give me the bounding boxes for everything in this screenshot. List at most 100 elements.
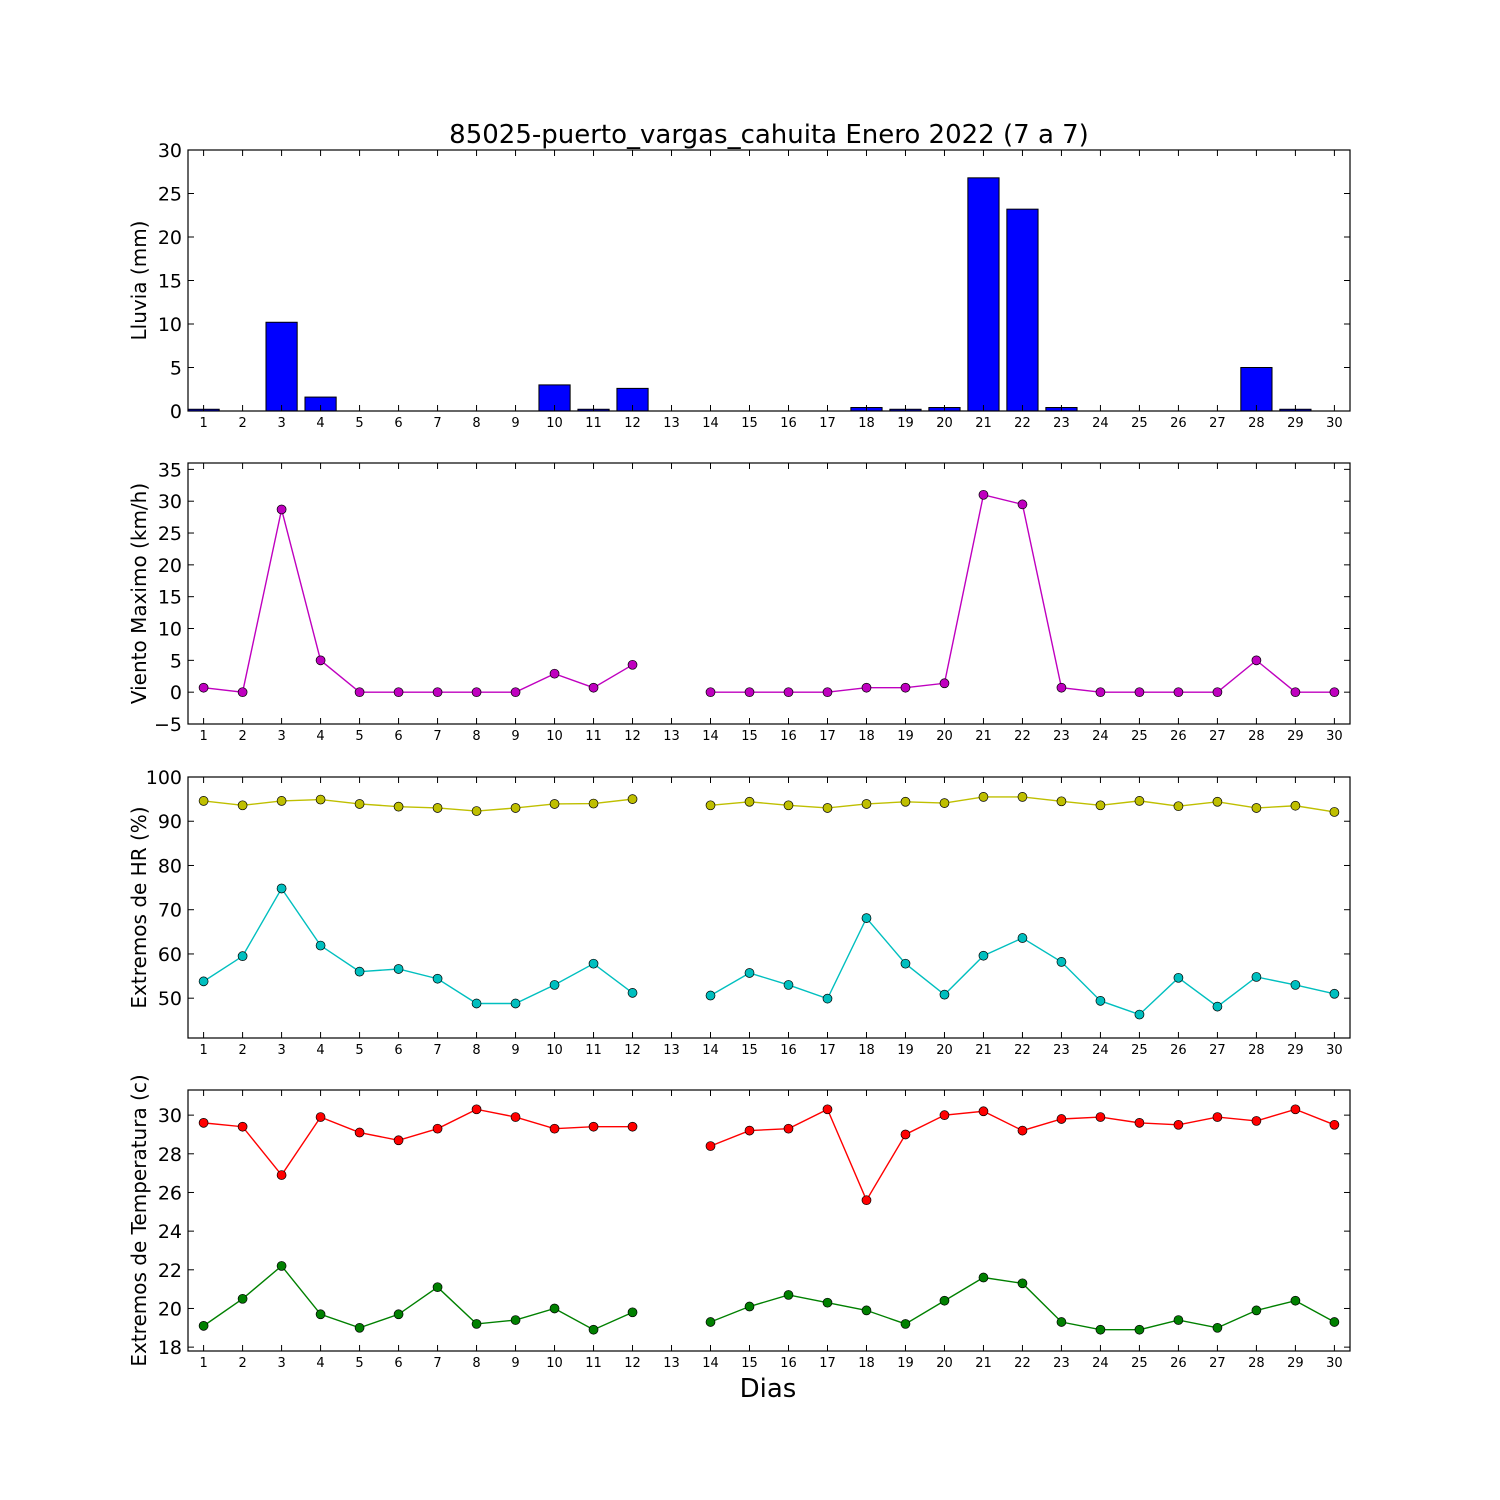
x-tick-label: 3 <box>277 729 285 744</box>
x-tick-label: 6 <box>394 729 402 744</box>
series-1-point-day-23 <box>1056 1114 1067 1124</box>
x-tick-label: 29 <box>1287 1356 1304 1371</box>
x-tick-label: 7 <box>433 1356 441 1371</box>
x-tick-label: 28 <box>1248 416 1265 431</box>
series-2-point-day-21 <box>978 1272 989 1283</box>
x-tick-label: 10 <box>546 729 563 744</box>
x-tick-label: 21 <box>975 729 992 744</box>
series-1-point-day-19 <box>900 796 911 807</box>
x-tick-label: 2 <box>238 1356 246 1371</box>
x-tick-label: 23 <box>1053 1356 1070 1371</box>
x-tick-label: 25 <box>1131 1043 1148 1058</box>
y-tick-label: −5 <box>154 714 182 736</box>
series-1-line-1 <box>203 1108 633 1177</box>
series-1-point-day-25 <box>1134 687 1145 698</box>
series-2-point-day-2 <box>237 1293 248 1304</box>
y-tick-label: 25 <box>158 523 182 545</box>
x-tick-label: 27 <box>1209 729 1226 744</box>
series-1-point-day-30 <box>1329 687 1340 698</box>
series-1-point-day-20 <box>939 678 950 689</box>
series-1-point-day-23 <box>1056 796 1067 807</box>
x-axis-label: Dias <box>740 1374 797 1404</box>
y-tick-label: 15 <box>158 587 182 609</box>
series-2-point-day-22 <box>1017 1278 1028 1289</box>
series-1-point-day-1 <box>198 796 209 806</box>
series-1-point-day-17 <box>822 803 833 813</box>
series-2-point-day-8 <box>471 1319 482 1329</box>
bar-day-22 <box>1006 208 1039 412</box>
series-1-point-day-29 <box>1290 687 1301 698</box>
x-tick-label: 5 <box>355 1356 363 1371</box>
series-1-point-day-18 <box>861 682 872 693</box>
series-2-point-day-15 <box>744 1301 755 1312</box>
y-tick-label: 22 <box>158 1260 182 1282</box>
series-1-point-day-1 <box>198 1118 209 1128</box>
series-1-point-day-12 <box>627 1121 638 1132</box>
series-2-point-day-2 <box>237 951 248 962</box>
series-1-point-day-15 <box>744 796 755 807</box>
series-1-point-day-15 <box>744 687 755 698</box>
x-tick-label: 9 <box>511 1043 519 1058</box>
series-2-point-day-1 <box>198 976 209 987</box>
series-1-point-day-28 <box>1251 655 1262 666</box>
series-2-point-day-10 <box>549 1303 560 1314</box>
series-1-point-day-9 <box>510 803 521 813</box>
y-tick-label: 50 <box>158 988 182 1010</box>
x-tick-label: 18 <box>858 729 875 744</box>
series-1-point-day-22 <box>1017 1125 1028 1136</box>
series-2-point-day-18 <box>861 913 872 923</box>
panel-frame <box>187 462 1351 725</box>
series-2-point-day-24 <box>1095 995 1106 1006</box>
series-1-line-2 <box>710 1108 1335 1202</box>
x-tick-label: 16 <box>780 729 797 744</box>
x-tick-label: 22 <box>1014 1356 1031 1371</box>
x-tick-label: 1 <box>199 416 207 431</box>
series-2-point-day-5 <box>354 966 365 977</box>
y-axis-label: Extremos de HR (%) <box>127 806 151 1008</box>
series-2-point-day-20 <box>939 989 950 1000</box>
series-2-point-day-19 <box>900 958 911 969</box>
series-2-point-day-9 <box>510 998 521 1009</box>
series-1-point-day-7 <box>432 687 443 698</box>
x-tick-label: 2 <box>238 416 246 431</box>
series-1-point-day-23 <box>1056 682 1067 693</box>
series-2-point-day-23 <box>1056 957 1067 967</box>
series-1-line-2 <box>710 493 1335 693</box>
x-tick-label: 24 <box>1092 416 1109 431</box>
series-1-point-day-12 <box>627 659 638 670</box>
x-tick-label: 1 <box>199 1356 207 1371</box>
x-tick-label: 14 <box>702 729 719 744</box>
series-1-point-day-21 <box>978 489 989 500</box>
series-1-point-day-3 <box>276 504 287 515</box>
series-2-point-day-14 <box>705 1317 716 1327</box>
x-tick-label: 21 <box>975 1043 992 1058</box>
x-tick-label: 30 <box>1326 416 1343 431</box>
series-1-point-day-25 <box>1134 1118 1145 1128</box>
x-tick-label: 21 <box>975 1356 992 1371</box>
y-axis-label: Lluvia (mm) <box>127 221 151 341</box>
series-1-point-day-6 <box>393 1135 404 1146</box>
series-1-point-day-27 <box>1212 687 1223 698</box>
x-tick-label: 22 <box>1014 1043 1031 1058</box>
x-tick-label: 15 <box>741 729 758 744</box>
y-axis-label: Extremos de Temperatura (c) <box>127 1074 151 1366</box>
x-tick-label: 26 <box>1170 729 1187 744</box>
series-1-point-day-18 <box>861 799 872 809</box>
y-tick-label: 26 <box>158 1182 182 1204</box>
x-tick-label: 2 <box>238 729 246 744</box>
series-2-point-day-18 <box>861 1305 872 1316</box>
panel-frame <box>187 149 1351 412</box>
y-tick-label: 18 <box>158 1337 182 1359</box>
series-2-point-day-4 <box>315 940 326 951</box>
series-1-point-day-11 <box>588 682 599 693</box>
series-2-point-day-27 <box>1212 1322 1223 1333</box>
x-tick-label: 12 <box>624 729 641 744</box>
x-tick-label: 19 <box>897 1356 914 1371</box>
series-1-point-day-20 <box>939 798 950 808</box>
x-tick-label: 11 <box>585 416 602 431</box>
x-tick-label: 28 <box>1248 1356 1265 1371</box>
series-1-point-day-21 <box>978 792 989 802</box>
